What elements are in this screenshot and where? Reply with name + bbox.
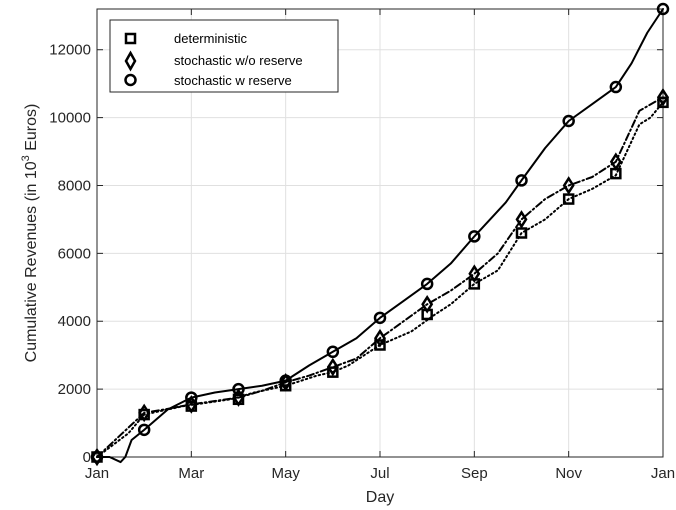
y-tick-label: 0 [83,449,91,466]
marker-diamond [515,210,528,229]
marker-square [374,339,386,351]
legend-label-stochastic-w-reserve: stochastic w reserve [174,73,292,88]
y-tick-label: 10000 [49,110,91,127]
marker-circle [279,374,292,387]
x-tick-label: Nov [555,465,582,482]
marker-diamond [374,328,386,348]
y-tick-label: 8000 [58,177,91,194]
y-tick-label: 12000 [49,42,91,59]
y-tick-label: 4000 [58,313,91,330]
marker-circle [656,2,670,16]
x-axis-title: Day [366,489,394,506]
marker-diamond [279,373,292,392]
marker-square [327,366,339,378]
marker-diamond [232,388,245,407]
x-tick-label: Jan [85,465,109,482]
marker-circle [562,114,575,128]
marker-circle [90,450,104,464]
marker-diamond [91,447,103,467]
y-axis-title-main: Cumulative Revenues (in 10 [23,161,40,362]
marker-diamond [138,403,151,423]
marker-diamond [562,176,575,195]
x-tick-label: Sep [461,465,488,482]
legend-entry-stochastic-wo-reserve: stochastic w/o reserve [124,50,303,72]
legend-square-marker [124,32,137,45]
legend-entry-stochastic-w-reserve: stochastic w reserve [124,73,292,88]
marker-diamond [609,152,622,172]
marker-circle [185,391,198,404]
legend-label-deterministic: deterministic [174,31,247,46]
marker-circle [609,80,623,94]
marker-circle [468,230,481,243]
legend-box [109,19,339,93]
marker-circle [137,423,151,437]
legend-entry-deterministic: deterministic [124,31,247,46]
y-axis-title-superscript: 3 [20,155,32,161]
axis-ticks: Jan Mar May Jul Sep Nov Jan0200040006000800010… [49,9,675,482]
x-tick-label: May [271,465,300,482]
marker-circle [515,174,528,187]
marker-circle [373,311,387,325]
y-axis-title: Cumulative Revenues (in 103 Euros) [20,104,40,363]
marker-circle [232,382,245,396]
series-markers [90,2,670,467]
marker-diamond [326,357,339,377]
x-tick-label: Jan [651,465,675,482]
y-tick-label: 6000 [58,245,91,262]
y-tick-label: 2000 [58,381,91,398]
legend-circle-marker [124,73,137,87]
marker-circle [420,277,434,291]
legend-diamond-marker [124,50,137,72]
marker-diamond [657,87,669,107]
x-tick-label: Jul [370,465,389,482]
marker-circle [326,345,340,359]
marker-square [657,96,669,109]
x-tick-label: Mar [178,465,204,482]
marker-diamond [468,264,481,284]
legend: deterministic stochastic w/o reserve sto… [109,19,339,93]
marker-diamond [421,294,434,314]
legend-label-stochastic-wo-reserve: stochastic w/o reserve [174,53,303,68]
y-axis-title-unit: Euros) [23,104,40,156]
